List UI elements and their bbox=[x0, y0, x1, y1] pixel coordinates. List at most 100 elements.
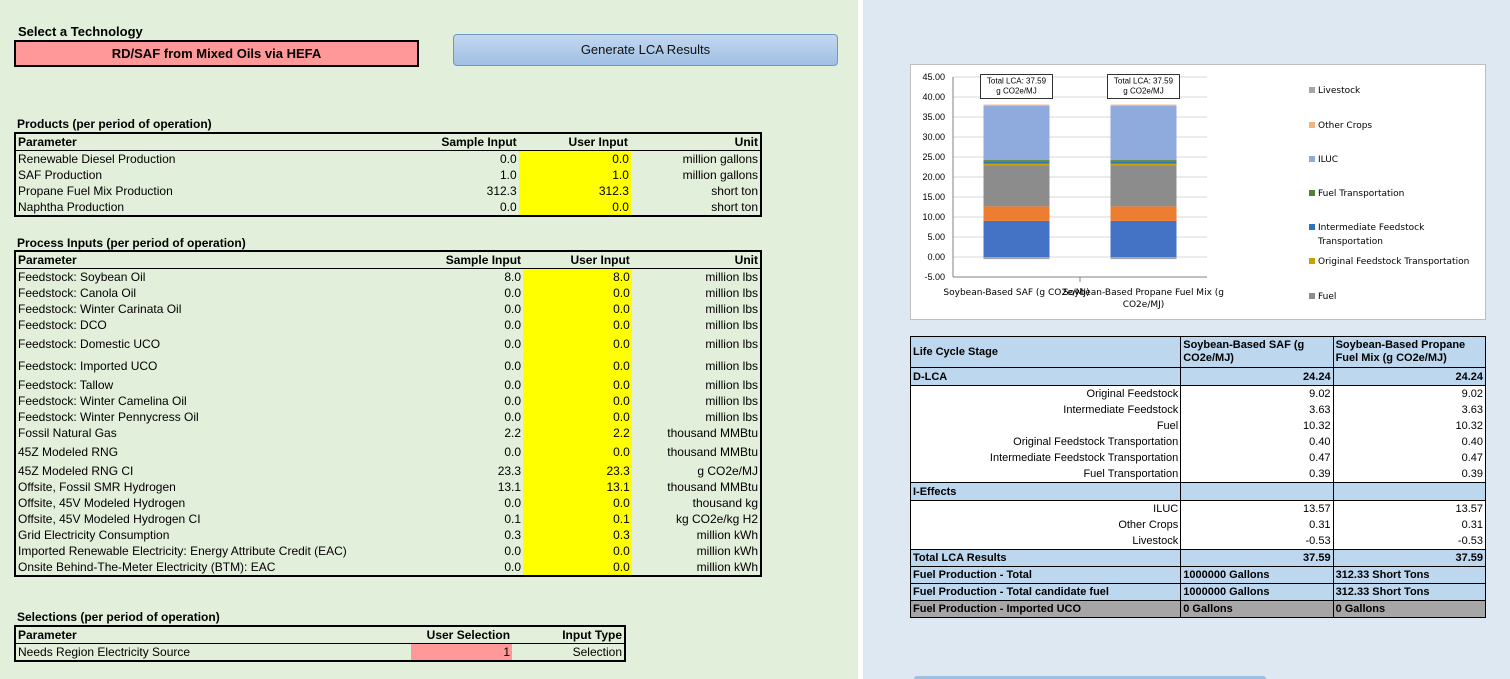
user-input-cell[interactable]: 0.0 bbox=[523, 441, 632, 463]
user-input-cell[interactable]: 13.1 bbox=[523, 479, 632, 495]
legend-swatch bbox=[1309, 122, 1315, 128]
legend-label: Fuel Transportation bbox=[1318, 189, 1404, 199]
user-input-cell[interactable]: 0.0 bbox=[523, 355, 632, 377]
param-cell: 45Z Modeled RNG bbox=[18, 445, 119, 459]
user-input-cell[interactable]: 0.0 bbox=[523, 333, 632, 355]
unit-cell: thousand MMBtu bbox=[667, 480, 758, 494]
user-selection-cell[interactable]: 1 bbox=[410, 643, 513, 661]
table-row: Fuel Production - Imported UCO 0 Gallons 0… bbox=[909, 600, 1487, 618]
value-cell: 9.02 bbox=[1180, 385, 1334, 402]
y-tick-label: 25.00 bbox=[922, 152, 945, 162]
col-sample-input: Sample Input bbox=[394, 251, 524, 269]
table-row: Fuel 10.32 10.32 bbox=[909, 418, 1487, 434]
user-input-cell[interactable]: 0.0 bbox=[523, 377, 632, 393]
bar-segment-iluc bbox=[983, 105, 1050, 161]
table-row: Imported Renewable Electricity: Energy A… bbox=[15, 543, 761, 559]
param-cell: Feedstock: Domestic UCO bbox=[18, 337, 161, 351]
bar-segment-original-feedstock-transportation bbox=[983, 163, 1050, 166]
user-input-cell[interactable]: 2.2 bbox=[523, 425, 632, 441]
selections-title: Selections (per period of operation) bbox=[17, 610, 220, 624]
table-row: 45Z Modeled RNG 0.0 0.0 thousand MMBtu bbox=[15, 441, 761, 463]
table-row: Intermediate Feedstock 3.63 3.63 bbox=[909, 402, 1487, 418]
bar-segment-fuel bbox=[983, 165, 1050, 207]
user-input-cell[interactable]: 8.0 bbox=[523, 268, 632, 285]
sample-input-cell: 0.0 bbox=[504, 286, 522, 300]
user-input-cell[interactable]: 0.0 bbox=[523, 285, 632, 301]
user-input-cell[interactable]: 0.0 bbox=[523, 409, 632, 425]
value-cell: 0.40 bbox=[1332, 434, 1487, 450]
technology-selector[interactable]: RD/SAF from Mixed Oils via HEFA bbox=[14, 40, 419, 67]
col-user-input: User Input bbox=[518, 133, 631, 151]
col-unit: Unit bbox=[630, 133, 761, 151]
table-row: Feedstock: DCO 0.0 0.0 million lbs bbox=[15, 317, 761, 333]
param-cell: Propane Fuel Mix Production bbox=[18, 184, 173, 198]
stage-cell: Intermediate Feedstock bbox=[909, 402, 1182, 418]
bar-segment-iluc bbox=[1110, 105, 1177, 161]
stage-cell: Total LCA Results bbox=[909, 549, 1182, 567]
col-parameter: Parameter bbox=[15, 251, 395, 269]
param-cell: Feedstock: Tallow bbox=[18, 378, 114, 392]
pane-separator bbox=[858, 0, 863, 679]
user-input-cell[interactable]: 0.0 bbox=[523, 543, 632, 559]
legend-label: Fuel bbox=[1318, 292, 1336, 302]
user-input-cell[interactable]: 0.0 bbox=[523, 317, 632, 333]
unit-cell: short ton bbox=[711, 200, 758, 214]
process-inputs-table: Parameter Sample Input User Input Unit F… bbox=[14, 250, 762, 577]
user-input-cell[interactable]: 0.0 bbox=[518, 150, 631, 167]
generate-lca-results-button[interactable]: Generate LCA Results bbox=[453, 34, 838, 66]
bar-segment-fuel-transportation bbox=[1110, 160, 1177, 162]
sample-input-cell: 0.0 bbox=[504, 410, 522, 424]
value-cell: 312.33 Short Tons bbox=[1332, 583, 1487, 601]
table-row: Original Feedstock Transportation 0.40 0.4… bbox=[909, 434, 1487, 450]
partial-button[interactable] bbox=[914, 676, 1266, 679]
user-input-cell[interactable]: 0.0 bbox=[523, 301, 632, 317]
param-cell: Offsite, 45V Modeled Hydrogen bbox=[18, 496, 186, 510]
user-input-cell[interactable]: 0.0 bbox=[518, 199, 631, 216]
table-row: Fuel Production - Total 1000000 Gallons 31… bbox=[909, 566, 1487, 584]
value-cell: 312.33 Short Tons bbox=[1332, 566, 1487, 584]
unit-cell: million lbs bbox=[705, 270, 758, 284]
param-cell: Feedstock: Imported UCO bbox=[18, 359, 158, 373]
user-input-cell[interactable]: 0.0 bbox=[523, 559, 632, 576]
table-row: Offsite, 45V Modeled Hydrogen 0.0 0.0 thous… bbox=[15, 495, 761, 511]
bar-segment-original-feedstock bbox=[1110, 220, 1177, 257]
user-input-cell[interactable]: 0.3 bbox=[523, 527, 632, 543]
param-cell: Feedstock: DCO bbox=[18, 318, 107, 332]
value-cell: 0.40 bbox=[1180, 434, 1334, 450]
col-life-cycle-stage: Life Cycle Stage bbox=[909, 336, 1182, 368]
table-row: Feedstock: Winter Camelina Oil 0.0 0.0 mill… bbox=[15, 393, 761, 409]
table-row: Offsite, 45V Modeled Hydrogen CI 0.1 0.1 kg… bbox=[15, 511, 761, 527]
value-cell: 0.39 bbox=[1332, 466, 1487, 483]
table-row: Feedstock: Domestic UCO 0.0 0.0 million lbs bbox=[15, 333, 761, 355]
value-cell: 24.24 bbox=[1332, 367, 1487, 386]
stage-cell: Original Feedstock bbox=[909, 385, 1182, 402]
value-cell: 0.47 bbox=[1180, 450, 1334, 466]
user-input-cell[interactable]: 23.3 bbox=[523, 463, 632, 479]
legend-label-cont: Transportation bbox=[1317, 237, 1383, 247]
sample-input-cell: 0.0 bbox=[504, 378, 522, 392]
user-input-cell[interactable]: 312.3 bbox=[518, 183, 631, 199]
y-tick-label: 40.00 bbox=[922, 92, 945, 102]
param-cell: Renewable Diesel Production bbox=[18, 152, 176, 166]
stage-cell: Fuel bbox=[909, 418, 1182, 434]
user-input-cell[interactable]: 0.1 bbox=[523, 511, 632, 527]
sample-input-cell: 0.0 bbox=[504, 560, 522, 574]
sample-input-cell: 0.0 bbox=[499, 152, 517, 166]
sample-input-cell: 0.0 bbox=[504, 318, 522, 332]
param-cell: Feedstock: Winter Carinata Oil bbox=[18, 302, 182, 316]
legend-swatch bbox=[1309, 258, 1315, 264]
value-cell: 10.32 bbox=[1180, 418, 1334, 434]
user-input-cell[interactable]: 0.0 bbox=[523, 495, 632, 511]
user-input-cell[interactable]: 1.0 bbox=[518, 167, 631, 183]
value-cell: -0.53 bbox=[1332, 533, 1487, 550]
user-input-cell[interactable]: 0.0 bbox=[523, 393, 632, 409]
unit-cell: million gallons bbox=[682, 152, 758, 166]
unit-cell: thousand MMBtu bbox=[667, 426, 758, 440]
unit-cell: million lbs bbox=[705, 359, 758, 373]
stage-cell: Other Crops bbox=[909, 517, 1182, 533]
table-row: Other Crops 0.31 0.31 bbox=[909, 517, 1487, 533]
process-inputs-title: Process Inputs (per period of operation) bbox=[17, 236, 246, 250]
table-row: 45Z Modeled RNG CI 23.3 23.3 g CO2e/MJ bbox=[15, 463, 761, 479]
unit-cell: million lbs bbox=[705, 378, 758, 392]
x-category-label-cont: CO2e/MJ) bbox=[1123, 300, 1165, 310]
